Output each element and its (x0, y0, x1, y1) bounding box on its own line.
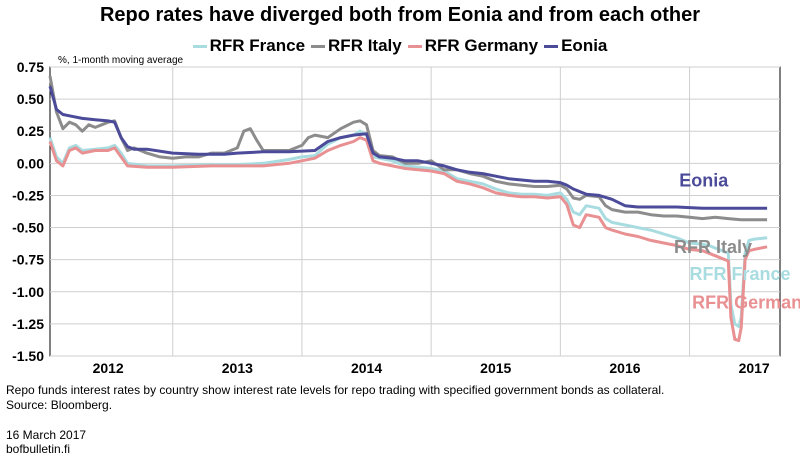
chart-title: Repo rates have diverged both from Eonia… (99, 4, 701, 26)
legend-label: RFR Italy (328, 36, 402, 55)
series-line-rfr-germany (48, 136, 768, 343)
y-tick-label: -1.50 (12, 348, 44, 364)
legend-item: RFR France (192, 36, 306, 56)
publication-date: 16 March 2017 (6, 428, 87, 442)
series-line-eonia (48, 85, 768, 210)
legend-swatch (407, 44, 422, 48)
series-line-rfr-france (48, 129, 768, 328)
x-tick-label: 2017 (739, 360, 770, 376)
site-name: bofbulletin.fi (6, 442, 71, 456)
y-tick-label: 0.50 (17, 91, 44, 107)
series-annotation: RFR Italy (674, 237, 752, 257)
y-tick-label: 0.25 (17, 123, 44, 139)
chart-caption: Repo funds interest rates by country sho… (6, 383, 665, 397)
y-tick-label: 0.00 (17, 155, 44, 171)
x-tick-label: 2016 (609, 360, 640, 376)
y-tick-label: -0.25 (12, 187, 44, 203)
series-annotation: Eonia (679, 170, 729, 190)
legend-label: RFR Germany (424, 36, 539, 55)
chart-source: Source: Bloomberg. (6, 398, 113, 412)
legend-swatch (311, 44, 326, 48)
plot-frame (49, 66, 781, 357)
y-tick-label: -0.50 (12, 220, 44, 236)
y-axis-label: %, 1-month moving average (58, 55, 184, 66)
y-tick-label: -1.25 (12, 316, 44, 332)
legend-item: RFR Italy (311, 36, 402, 56)
legend-label: RFR France (209, 36, 306, 55)
x-tick-label: 2014 (351, 360, 382, 376)
legend-item: RFR Germany (407, 36, 539, 56)
legend-label: Eonia (561, 36, 608, 55)
legend-swatch (544, 44, 559, 48)
legend-swatch (192, 44, 207, 48)
y-tick-label: -1.00 (12, 284, 44, 300)
series-annotation: RFR Germany (692, 292, 800, 312)
x-tick-label: 2012 (93, 360, 124, 376)
series-line-rfr-italy (48, 75, 768, 222)
x-tick-label: 2015 (480, 360, 511, 376)
y-tick-label: 0.75 (17, 59, 44, 75)
x-tick-label: 2013 (222, 360, 253, 376)
y-tick-label: -0.75 (12, 252, 44, 268)
series-annotation: RFR France (690, 264, 791, 284)
legend: RFR France RFR Italy RFR Germany Eonia (0, 36, 800, 56)
legend-item: Eonia (544, 36, 607, 56)
